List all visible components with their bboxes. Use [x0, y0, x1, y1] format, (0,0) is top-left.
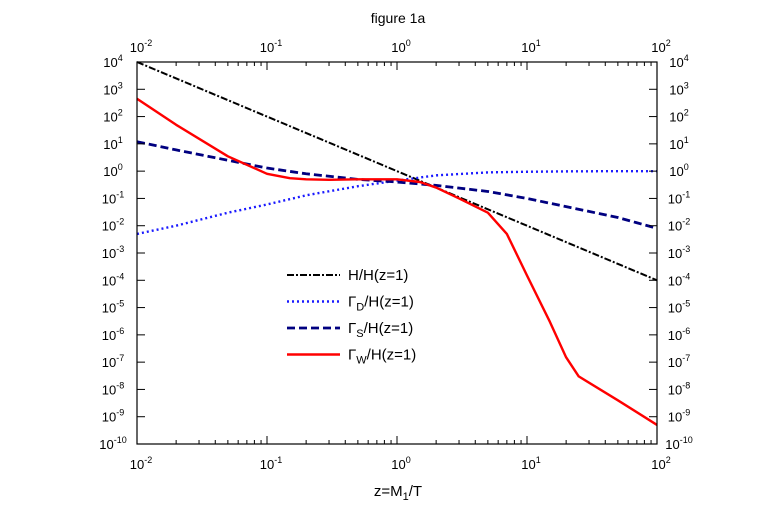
y-tick-label-left: 10-6: [102, 326, 124, 343]
x-tick-label-top: 100: [391, 38, 410, 55]
series-line-0: [136, 61, 658, 282]
y-tick-label-right: 10-2: [668, 217, 690, 234]
y-tick-label-left: 104: [103, 53, 122, 70]
y-tick-label-left: 100: [103, 162, 122, 179]
series-line-1: [136, 169, 657, 236]
y-tick-label-right: 102: [669, 108, 688, 125]
x-tick-label-bottom: 10-1: [260, 455, 282, 472]
y-tick-label-left: 10-7: [102, 353, 124, 370]
y-tick-label-left: 102: [103, 108, 122, 125]
y-tick-label-left: 10-8: [102, 380, 124, 397]
x-tick-label-top: 10-2: [130, 38, 152, 55]
y-tick-label-right: 10-6: [668, 326, 690, 343]
x-tick-label-bottom: 10-2: [130, 455, 152, 472]
y-tick-label-left: 10-2: [102, 217, 124, 234]
chart-title: figure 1a: [371, 10, 426, 26]
x-tick-label-bottom: 102: [651, 455, 670, 472]
series-layer: [136, 61, 658, 426]
x-axis-label: z=M1/T: [374, 483, 422, 503]
x-tick-label-top: 102: [651, 38, 670, 55]
y-tick-label-right: 104: [669, 53, 688, 70]
plot-frame: [136, 61, 658, 445]
axes-layer: [136, 61, 658, 445]
x-tick-label-top: 10-1: [260, 38, 282, 55]
y-tick-label-left: 10-10: [99, 435, 126, 452]
legend-label-1: ΓD/H(z=1): [348, 294, 414, 314]
y-tick-label-left: 10-3: [102, 244, 124, 261]
x-tick-label-bottom: 101: [521, 455, 540, 472]
y-tick-label-left: 10-9: [102, 408, 124, 425]
y-tick-label-right: 100: [669, 162, 688, 179]
x-tick-label-bottom: 100: [391, 455, 410, 472]
series-line-3: [136, 97, 658, 426]
y-tick-label-right: 101: [669, 135, 688, 152]
y-tick-label-left: 101: [103, 135, 122, 152]
y-tick-label-left: 10-1: [102, 189, 124, 206]
y-tick-label-right: 10-7: [668, 353, 690, 370]
y-tick-label-left: 103: [103, 80, 122, 97]
y-tick-label-right: 10-5: [668, 299, 690, 316]
legend-label-2: ΓS/H(z=1): [348, 320, 413, 340]
y-tick-label-left: 10-4: [102, 271, 124, 288]
x-tick-label-top: 101: [521, 38, 540, 55]
y-tick-label-right: 10-4: [668, 271, 690, 288]
y-tick-label-right: 103: [669, 80, 688, 97]
y-tick-label-right: 10-10: [665, 435, 692, 452]
legend-label-3: ΓW/H(z=1): [348, 347, 416, 367]
y-tick-label-right: 10-1: [668, 189, 690, 206]
legend-label-0: H/H(z=1): [348, 267, 408, 284]
y-tick-label-right: 10-9: [668, 408, 690, 425]
legend: H/H(z=1) ΓD/H(z=1) ΓS/H(z=1) ΓW/H(z=1): [287, 267, 416, 367]
y-tick-label-right: 10-3: [668, 244, 690, 261]
y-tick-label-left: 10-5: [102, 299, 124, 316]
series-line-2: [136, 140, 658, 230]
y-tick-label-right: 10-8: [668, 380, 690, 397]
